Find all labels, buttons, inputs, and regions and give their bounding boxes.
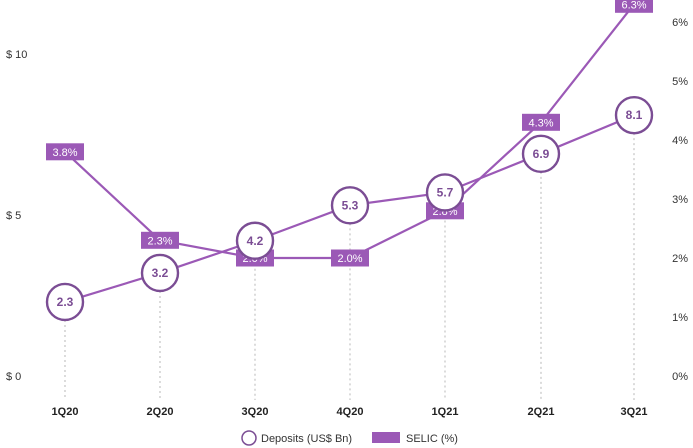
selic-point <box>522 113 560 131</box>
y-tick-left: $ 5 <box>6 210 21 222</box>
selic-data-label: 4.3% <box>528 117 553 129</box>
y-tick-right: 1% <box>672 312 688 324</box>
selic-data-label: 2.3% <box>147 235 172 247</box>
deposit-point <box>521 134 561 174</box>
y-tick-right: 2% <box>672 253 688 265</box>
legend-deposits-swatch <box>241 430 257 446</box>
legend: Deposits (US$ Bn) SELIC (%) <box>241 430 458 446</box>
deposit-data-label: 8.1 <box>626 108 643 122</box>
selic-data-label: 3.8% <box>52 147 77 159</box>
selic-data-label: 6.3% <box>621 0 646 11</box>
x-tick: 2Q20 <box>147 406 174 418</box>
y-tick-right: 5% <box>672 76 688 88</box>
x-tick: 3Q20 <box>242 406 269 418</box>
deposit-data-label: 3.2 <box>152 266 169 280</box>
legend-selic-swatch <box>372 432 400 443</box>
deposit-data-label: 6.9 <box>533 147 550 161</box>
y-tick-left: $ 0 <box>6 371 21 383</box>
y-tick-right: 6% <box>672 17 688 29</box>
y-axis-right: 0% 1% 2% 3% 4% 5% 6% <box>672 17 688 383</box>
deposit-point <box>330 186 370 225</box>
deposit-point <box>235 221 275 260</box>
deposit-data-label: 4.2 <box>247 234 264 248</box>
x-tick: 4Q20 <box>337 406 364 418</box>
x-axis: 1Q20 2Q20 3Q20 4Q20 1Q21 2Q21 3Q21 <box>52 406 648 418</box>
x-tick: 1Q21 <box>432 406 459 418</box>
y-tick-right: 0% <box>672 371 688 383</box>
deposit-point <box>425 173 465 212</box>
x-tick: 2Q21 <box>528 406 555 418</box>
selic-point <box>141 231 179 249</box>
y-axis-left: $ 0$ 5$ 10$ 15$ 20 <box>6 49 27 383</box>
deposit-data-label: 5.3 <box>342 198 359 212</box>
deposit-point <box>614 95 654 135</box>
selic-series: 3.8%2.3%2.0%2.0%2.8%4.3%6.3% <box>46 0 653 267</box>
selic-data-label: 2.0% <box>337 253 362 265</box>
y-tick-right: 4% <box>672 135 688 147</box>
deposit-data-label: 5.7 <box>437 185 454 199</box>
deposits-series: 2.3 3.2 4.2 5.3 5.7 6.9 8.1 <box>45 95 654 322</box>
deposit-point <box>140 253 180 293</box>
deposit-point <box>45 282 85 322</box>
y-tick-left: $ 10 <box>6 49 27 61</box>
selic-point <box>615 0 653 13</box>
legend-deposits-label: Deposits (US$ Bn) <box>261 433 352 445</box>
legend-selic-label: SELIC (%) <box>406 433 458 445</box>
selic-point <box>46 143 84 161</box>
deposit-data-label: 2.3 <box>57 295 74 309</box>
x-tick: 1Q20 <box>52 406 79 418</box>
selic-point <box>331 249 369 267</box>
leader-lines <box>64 133 635 400</box>
y-tick-right: 3% <box>672 194 688 206</box>
x-tick: 3Q21 <box>621 406 648 418</box>
